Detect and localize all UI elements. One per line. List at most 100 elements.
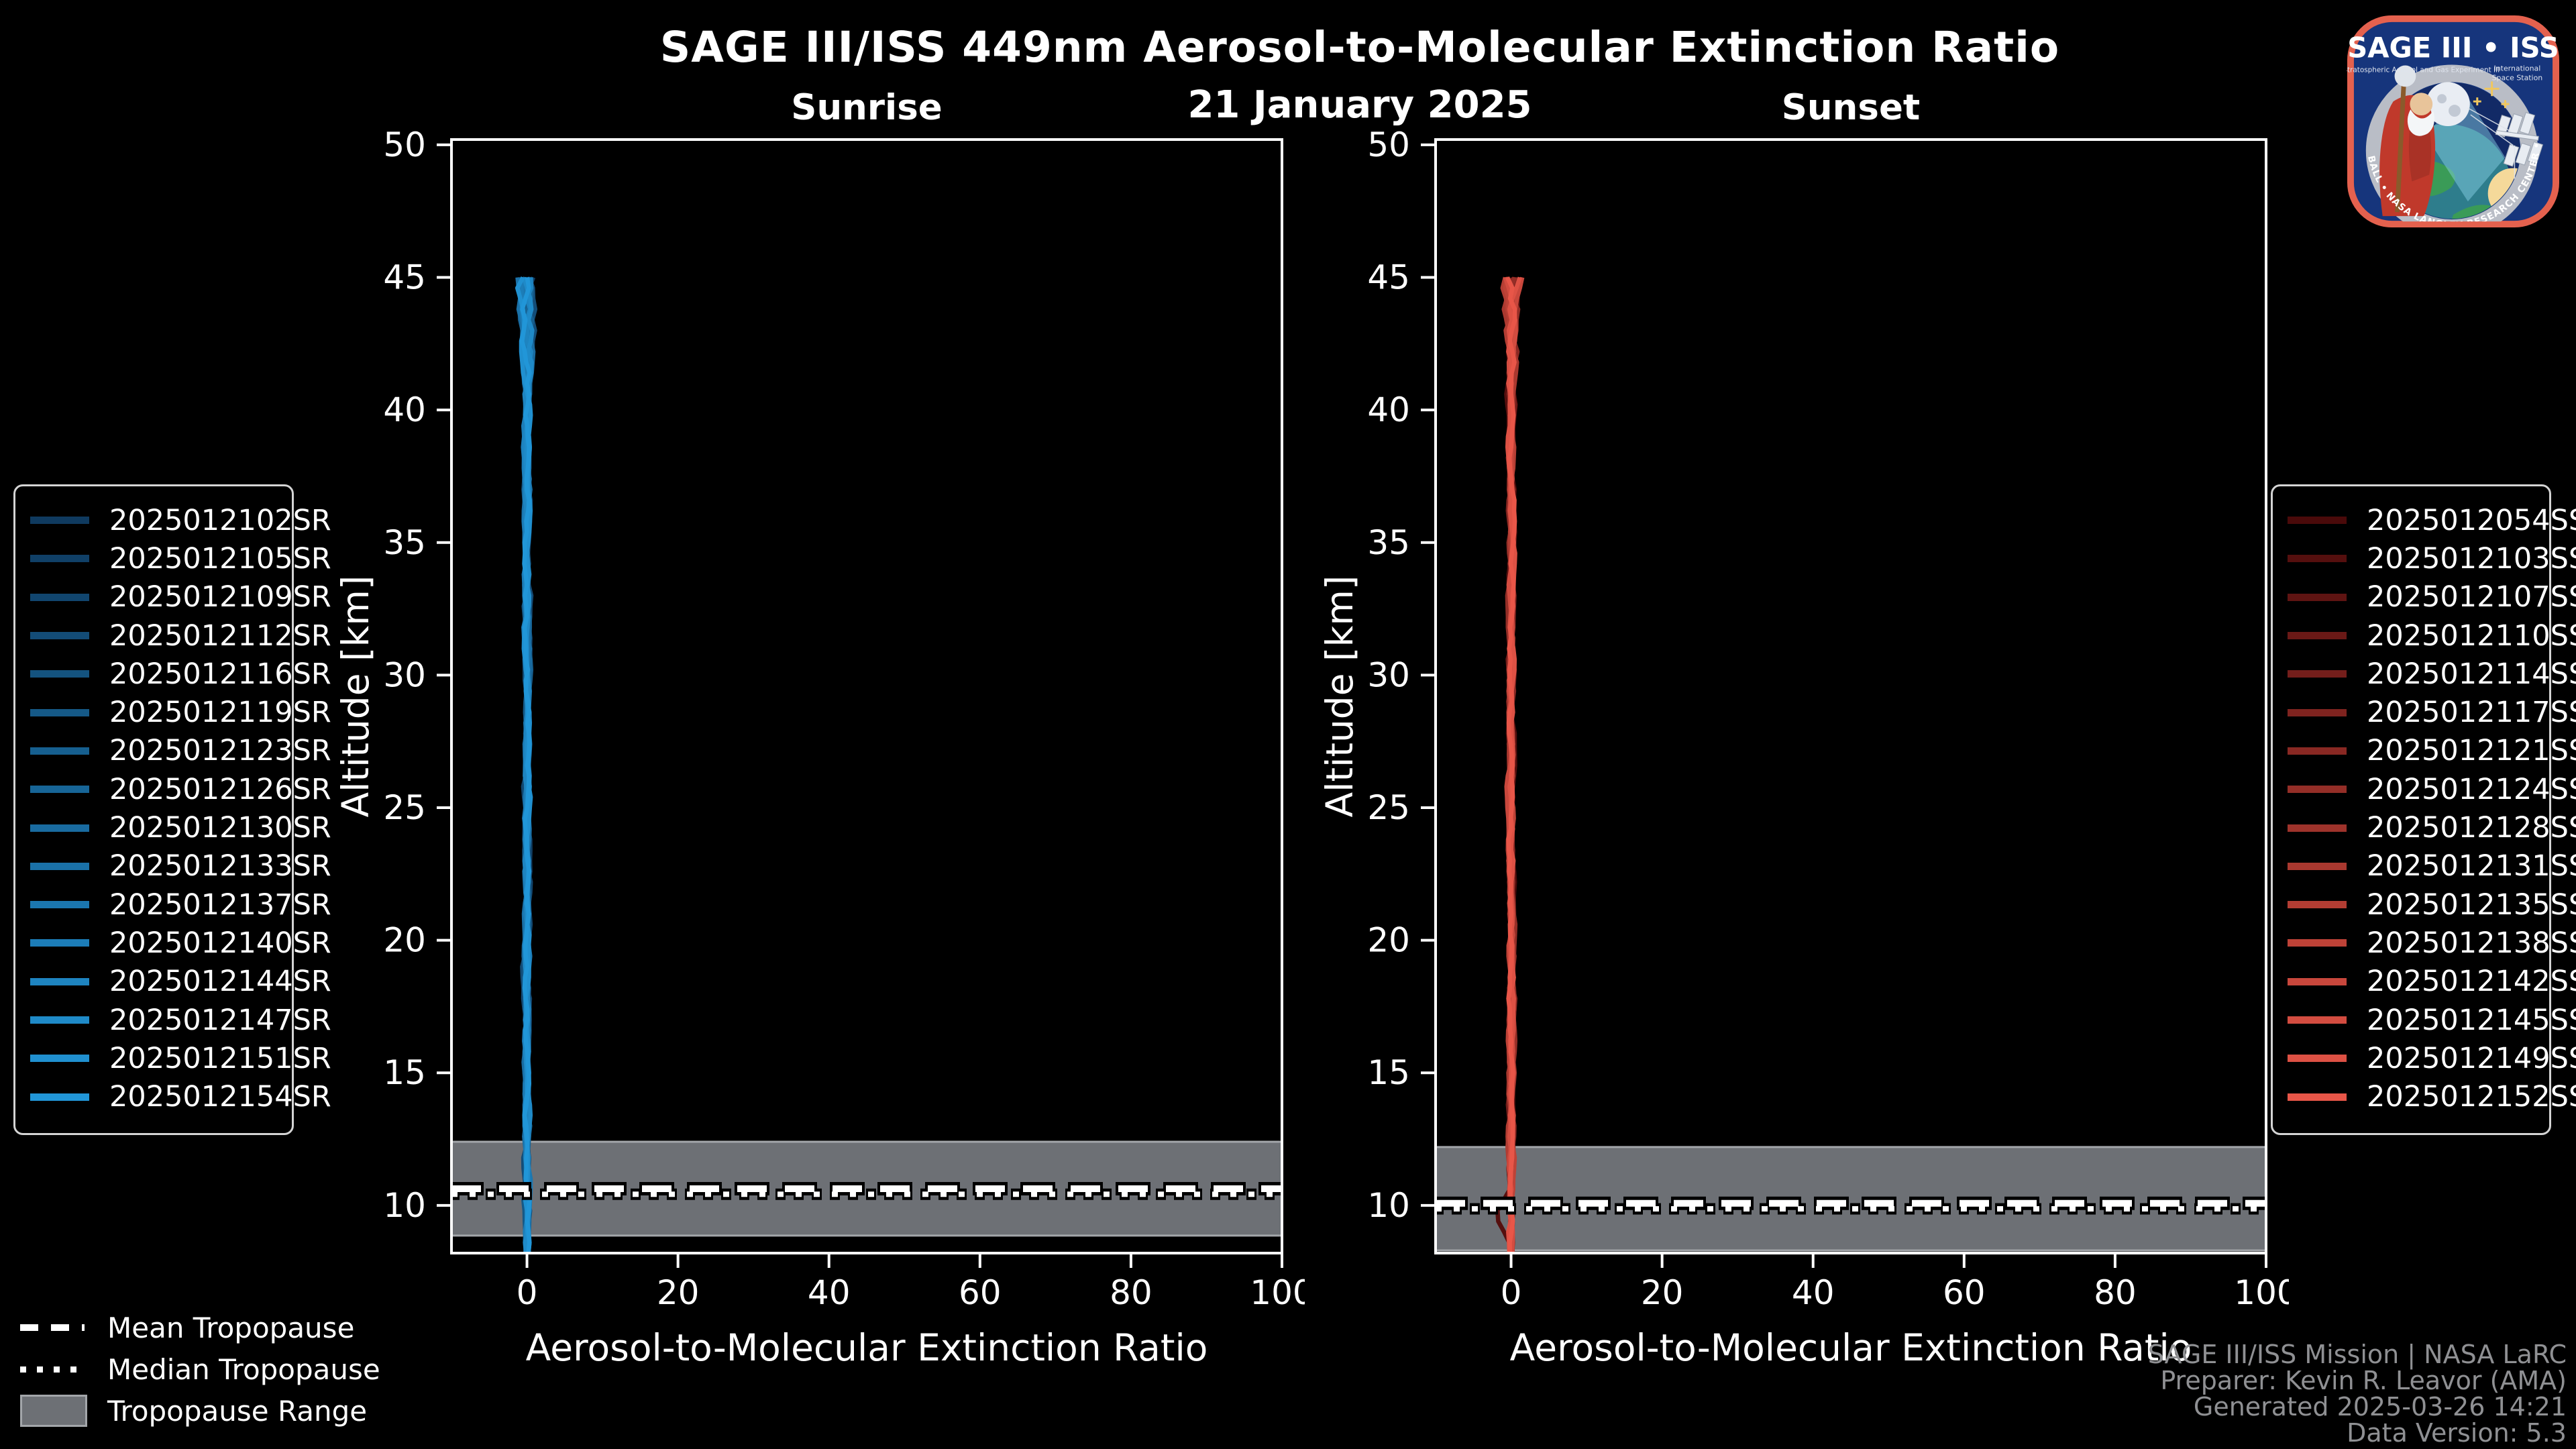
tropopause-legend: Mean Tropopause Median Tropopause Tropop… bbox=[20, 1307, 380, 1432]
legend-item: 2025012116SR bbox=[30, 655, 331, 693]
legend-item: 2025012105SR bbox=[30, 539, 331, 578]
legend-item: 2025012154SR bbox=[30, 1077, 331, 1116]
y-tick-label: 25 bbox=[383, 788, 426, 827]
legend-label: 2025012128SS bbox=[2367, 811, 2576, 845]
legend-label: 2025012105SR bbox=[109, 541, 331, 576]
legend-item: 2025012102SR bbox=[30, 501, 331, 539]
tropopause-range-swatch bbox=[20, 1395, 90, 1427]
legend-label: 2025012145SS bbox=[2367, 1003, 2576, 1037]
mean-tropopause-legend-item: Mean Tropopause bbox=[20, 1307, 380, 1348]
sage-iii-iss-mission-logo-icon: BALL • NASA LANGLEY RESEARCH CENTER • TA… bbox=[2347, 15, 2560, 228]
legend-item: 2025012140SR bbox=[30, 924, 331, 962]
y-tick-label: 15 bbox=[1367, 1053, 1410, 1092]
legend-item: 2025012149SS bbox=[2288, 1039, 2576, 1077]
legend-item: 2025012138SS bbox=[2288, 924, 2576, 962]
legend-item: 2025012107SS bbox=[2288, 578, 2576, 616]
legend-label: 2025012107SS bbox=[2367, 580, 2576, 614]
legend-item: 2025012135SS bbox=[2288, 885, 2576, 924]
legend-label: 2025012135SS bbox=[2367, 888, 2576, 922]
legend-color-swatch bbox=[30, 786, 89, 794]
y-tick-label: 35 bbox=[1367, 523, 1410, 562]
median-tropopause-label: Median Tropopause bbox=[107, 1352, 380, 1386]
legend-color-swatch bbox=[30, 747, 89, 755]
legend-item: 2025012110SS bbox=[2288, 616, 2576, 655]
legend-label: 2025012137SR bbox=[109, 888, 331, 922]
legend-label: 2025012123SR bbox=[109, 734, 331, 768]
legend-item: 2025012151SR bbox=[30, 1039, 331, 1077]
legend-color-swatch bbox=[30, 977, 89, 985]
y-tick-label: 25 bbox=[1367, 788, 1410, 827]
legend-color-swatch bbox=[2288, 862, 2347, 870]
legend-label: 2025012133SR bbox=[109, 849, 331, 883]
legend-label: 2025012154SR bbox=[109, 1080, 331, 1114]
x-tick-label: 40 bbox=[808, 1273, 851, 1312]
logo-subtitle-right-2: Space Station bbox=[2492, 73, 2543, 82]
page-title: SAGE III/ISS 449nm Aerosol-to-Molecular … bbox=[659, 23, 2060, 72]
legend-item: 2025012112SR bbox=[30, 616, 331, 655]
legend-color-swatch bbox=[2288, 517, 2347, 525]
sunset-event-legend: 2025012054SS 2025012103SS 2025012107SS 2025… bbox=[2271, 484, 2576, 1135]
y-tick-label: 50 bbox=[383, 125, 426, 164]
x-tick-label: 20 bbox=[1641, 1273, 1684, 1312]
y-tick-label: 15 bbox=[383, 1053, 426, 1092]
logo-title: SAGE III • ISS bbox=[2347, 32, 2559, 64]
legend-color-swatch bbox=[30, 1055, 89, 1063]
legend-item: 2025012121SS bbox=[2288, 732, 2576, 770]
legend-color-swatch bbox=[2288, 1055, 2347, 1063]
legend-item: 2025012152SS bbox=[2288, 1077, 2576, 1116]
legend-label: 2025012117SS bbox=[2367, 696, 2576, 730]
y-tick-label: 10 bbox=[1367, 1186, 1410, 1225]
x-tick-label: 20 bbox=[657, 1273, 700, 1312]
legend-color-swatch bbox=[30, 593, 89, 601]
legend-label: 2025012110SS bbox=[2367, 619, 2576, 653]
legend-color-swatch bbox=[2288, 747, 2347, 755]
legend-color-swatch bbox=[2288, 555, 2347, 563]
legend-item: 2025012137SR bbox=[30, 885, 331, 924]
y-tick-label: 20 bbox=[383, 921, 426, 960]
y-tick-label: 45 bbox=[1367, 258, 1410, 297]
legend-item: 2025012103SS bbox=[2288, 539, 2576, 578]
legend-item: 2025012126SR bbox=[30, 770, 331, 808]
legend-item: 2025012131SS bbox=[2288, 847, 2576, 885]
plot-border bbox=[1434, 138, 2267, 1254]
x-tick-label: 0 bbox=[517, 1273, 538, 1312]
legend-item: 2025012114SS bbox=[2288, 655, 2576, 693]
legend-item: 2025012145SS bbox=[2288, 1001, 2576, 1039]
legend-label: 2025012102SR bbox=[109, 503, 331, 537]
legend-label: 2025012054SS bbox=[2367, 503, 2576, 537]
profile-line bbox=[1505, 276, 1517, 1253]
legend-label: 2025012121SS bbox=[2367, 734, 2576, 768]
legend-color-swatch bbox=[30, 517, 89, 525]
legend-color-swatch bbox=[30, 670, 89, 678]
x-tick-label: 0 bbox=[1501, 1273, 1522, 1312]
legend-item: 2025012117SS bbox=[2288, 693, 2576, 731]
legend-color-swatch bbox=[2288, 670, 2347, 678]
legend-label: 2025012119SR bbox=[109, 696, 331, 730]
y-axis-label: Altitude [km] bbox=[1322, 576, 1361, 818]
y-axis-label: Altitude [km] bbox=[337, 576, 377, 818]
tropopause-range-legend-item: Tropopause Range bbox=[20, 1390, 380, 1432]
sunset-chart: 0 20 40 60 80 100 10 15 20 25 30 35 40 45 50 Aerosol-to… bbox=[1322, 125, 2289, 1369]
legend-label: 2025012152SS bbox=[2367, 1080, 2576, 1114]
legend-label: 2025012149SS bbox=[2367, 1041, 2576, 1075]
legend-item: 2025012119SR bbox=[30, 693, 331, 731]
legend-item: 2025012147SR bbox=[30, 1001, 331, 1039]
x-axis-label: Aerosol-to-Molecular Extinction Ratio bbox=[1510, 1326, 2192, 1369]
footer-version-line: Data Version: 5.3 bbox=[2347, 1418, 2567, 1448]
legend-color-swatch bbox=[30, 824, 89, 832]
legend-label: 2025012130SR bbox=[109, 811, 331, 845]
legend-color-swatch bbox=[2288, 1093, 2347, 1101]
median-tropopause-legend-item: Median Tropopause bbox=[20, 1348, 380, 1390]
mean-tropopause-label: Mean Tropopause bbox=[107, 1311, 355, 1344]
legend-color-swatch bbox=[30, 1016, 89, 1024]
legend-color-swatch bbox=[2288, 1016, 2347, 1024]
y-tick-label: 40 bbox=[383, 390, 426, 429]
legend-label: 2025012114SS bbox=[2367, 657, 2576, 691]
legend-item: 2025012128SS bbox=[2288, 808, 2576, 847]
footer-preparer-line: Preparer: Kevin R. Leavor (AMA) bbox=[2160, 1366, 2567, 1395]
legend-color-swatch bbox=[2288, 593, 2347, 601]
legend-label: 2025012142SS bbox=[2367, 965, 2576, 999]
legend-label: 2025012140SR bbox=[109, 926, 331, 960]
y-tick-label: 45 bbox=[383, 258, 426, 297]
legend-label: 2025012109SR bbox=[109, 580, 331, 614]
